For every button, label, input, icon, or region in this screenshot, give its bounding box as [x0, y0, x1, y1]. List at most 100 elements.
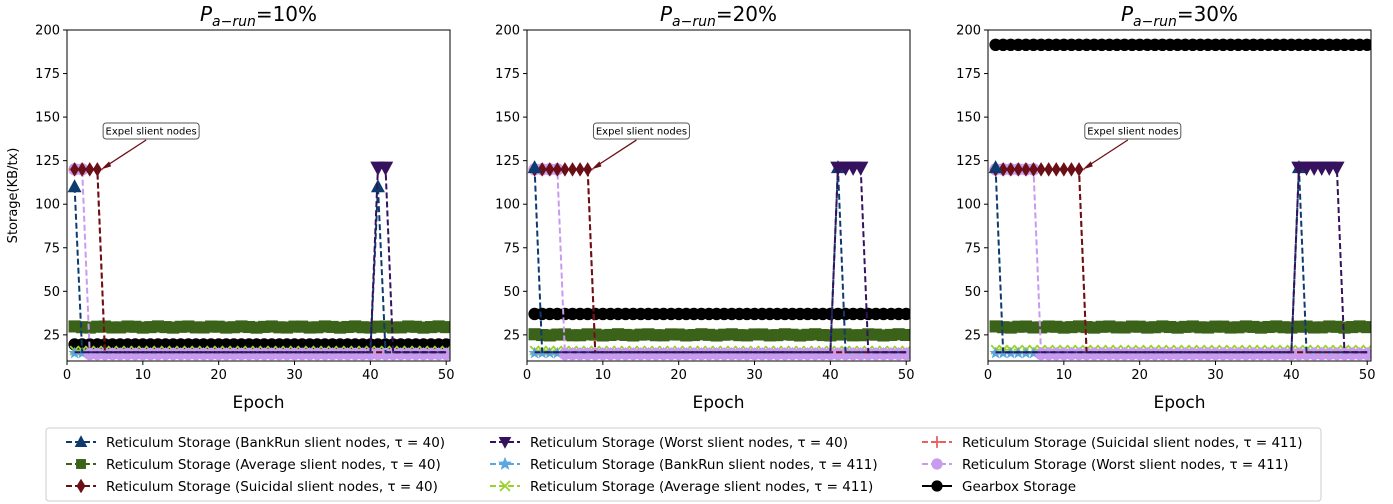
data-point: [1361, 321, 1371, 334]
data-point: [527, 160, 542, 174]
data-point: [77, 162, 87, 177]
y-tick-label: 150: [495, 111, 520, 126]
series-worst411: [528, 163, 910, 361]
data-point: [85, 162, 95, 177]
legend-label: Reticulum Storage (Average slient nodes,…: [106, 457, 441, 473]
y-tick-label: 200: [495, 24, 520, 39]
x-axis-label: Epoch: [1153, 393, 1205, 413]
y-tick-label: 150: [956, 111, 981, 126]
series-worst411: [989, 163, 1371, 361]
series-gearbox: [989, 38, 1371, 52]
plot-area: [67, 161, 450, 361]
panel-1: Pa−run=10% 25 50 75 100 125 150 175 200 0 10 20 30 40…: [6, 2, 454, 413]
data-point: [900, 307, 910, 321]
series-sui411: [528, 163, 907, 354]
x-tick-label: 0: [984, 368, 992, 383]
y-tick-label: 25: [964, 328, 981, 343]
legend-label: Reticulum Storage (Suicidal slient nodes…: [106, 479, 438, 495]
x-tick-label: 30: [746, 368, 763, 383]
x-tick-label: 50: [1359, 368, 1376, 383]
x-tick-label: 20: [1131, 368, 1148, 383]
y-tick-label: 125: [956, 154, 981, 169]
legend-marker: [931, 436, 943, 448]
annotation: Expel slient nodes: [1082, 122, 1182, 170]
annotation-box: [102, 122, 200, 140]
series-line: [534, 168, 907, 354]
annotation-arrow: [1085, 139, 1129, 168]
series-line: [534, 168, 907, 356]
annotation-text: Expel slient nodes: [596, 127, 687, 138]
legend-marker: [498, 437, 512, 449]
series-worst411: [68, 163, 450, 361]
y-tick-label: 75: [964, 241, 981, 256]
panel-title: Pa−run=10%: [200, 2, 317, 30]
legend-label: Reticulum Storage (Suicidal slient nodes…: [962, 435, 1303, 451]
legend-label: Reticulum Storage (BankRun slient nodes,…: [106, 435, 445, 451]
legend-frame: [45, 427, 1322, 502]
annotation-arrow: [103, 139, 147, 168]
data-point: [1361, 38, 1371, 52]
data-point: [552, 162, 562, 177]
legend-item-worst411: Reticulum Storage (Worst slient nodes, τ…: [922, 457, 1289, 473]
axes-frame: [987, 29, 1372, 362]
legend-marker: [931, 480, 943, 492]
data-point: [568, 162, 578, 177]
data-point: [988, 160, 1003, 174]
y-tick-label: 25: [43, 328, 60, 343]
annotation: Expel slient nodes: [591, 122, 690, 170]
y-tick-label: 200: [35, 24, 60, 39]
series-worst40: [995, 161, 1368, 354]
x-tick-label: 0: [523, 368, 531, 383]
y-tick-label: 100: [495, 198, 520, 213]
data-point: [900, 328, 910, 342]
data-point: [440, 347, 450, 361]
series-worst40: [74, 161, 447, 354]
data-point: [900, 347, 910, 361]
y-tick-label: 50: [43, 285, 60, 300]
annotation-box: [1084, 122, 1182, 140]
panel-title: Pa−run=30%: [1121, 2, 1238, 30]
data-point: [1051, 162, 1061, 177]
annotation-arrowhead: [591, 161, 602, 170]
x-tick-label: 40: [1283, 368, 1300, 383]
panel-2: Pa−run=20% 25 50 75 100 125 150 175 200 0 10 20 30 40…: [495, 2, 914, 413]
data-point: [1074, 162, 1084, 177]
series-line: [533, 167, 907, 354]
plot-area: [988, 38, 1371, 361]
data-point: [1006, 162, 1016, 177]
legend-marker: [498, 456, 512, 470]
legend-marker: [76, 478, 86, 494]
legend-item-bank411: Reticulum Storage (BankRun slient nodes,…: [490, 456, 878, 473]
panel-3: Pa−run=30% 25 50 75 100 125 150 175 200 0 10 20 30 40…: [956, 2, 1375, 413]
y-tick-label: 50: [964, 285, 981, 300]
data-point: [1044, 162, 1054, 177]
y-tick-label: 175: [956, 67, 981, 82]
data-point: [575, 162, 585, 177]
axes-frame: [66, 29, 451, 362]
data-point: [440, 321, 450, 334]
legend-label: Reticulum Storage (BankRun slient nodes,…: [530, 457, 878, 473]
annotation-box: [592, 122, 690, 140]
legend-item-gearbox: Gearbox Storage: [922, 479, 1076, 495]
x-tick-label: 30: [1207, 368, 1224, 383]
legend-item-sui40: Reticulum Storage (Suicidal slient nodes…: [66, 478, 438, 495]
data-point: [1029, 162, 1039, 177]
annotation-arrow: [594, 139, 637, 168]
data-point: [1013, 162, 1023, 177]
x-tick-label: 20: [210, 368, 227, 383]
x-tick-label: 40: [362, 368, 379, 383]
legend-marker: [74, 435, 88, 447]
data-point: [583, 162, 593, 177]
data-point: [1361, 347, 1371, 361]
legend-label: Gearbox Storage: [962, 479, 1076, 495]
y-tick-label: 75: [503, 241, 520, 256]
data-point: [67, 179, 82, 193]
panel-title: Pa−run=20%: [660, 2, 777, 30]
data-point: [92, 162, 102, 177]
series-line: [534, 168, 907, 354]
y-tick-label: 125: [35, 154, 60, 169]
legend-marker: [499, 480, 511, 492]
data-point: [1059, 162, 1069, 177]
